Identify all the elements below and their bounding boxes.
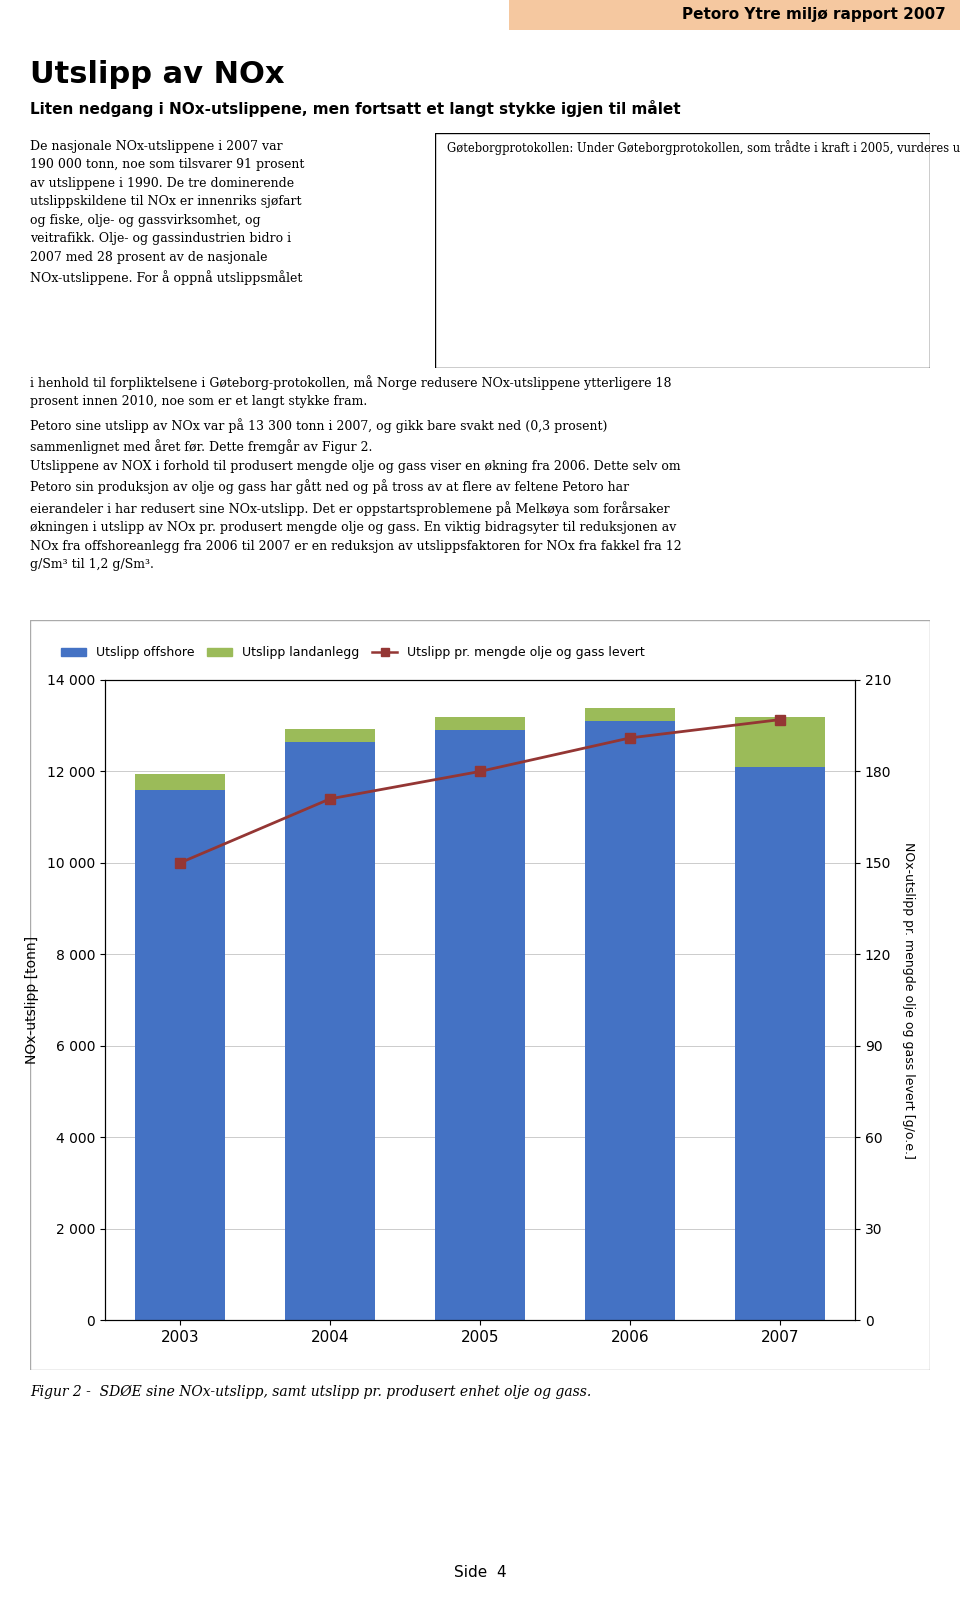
Bar (735, 717, 825, 766)
Text: i henhold til forpliktelsene i Gøteborg-protokollen, må Norge redusere NOx-utsli: i henhold til forpliktelsene i Gøteborg-… (30, 374, 671, 408)
Bar (585, 709, 675, 722)
Text: Figur 2 -  SDØE sine NOx-utslipp, samt utslipp pr. produsert enhet olje og gass.: Figur 2 - SDØE sine NOx-utslipp, samt ut… (30, 1386, 591, 1400)
Text: Liten nedgang i NOx-utslippene, men fortsatt et langt stykke igjen til målet: Liten nedgang i NOx-utslippene, men fort… (30, 99, 681, 117)
Bar (585, 722, 675, 1320)
Y-axis label: NOx-utslipp [tonn]: NOx-utslipp [tonn] (25, 936, 38, 1064)
Bar (135, 774, 225, 790)
Legend: Utslipp offshore, Utslipp landanlegg, Utslipp pr. mengde olje og gass levert: Utslipp offshore, Utslipp landanlegg, Ut… (57, 642, 650, 664)
Y-axis label: NOx-utslipp pr. mengde olje og gass levert [g/o.e.]: NOx-utslipp pr. mengde olje og gass leve… (902, 842, 915, 1158)
Text: De nasjonale NOx-utslippene i 2007 var
190 000 tonn, noe som tilsvarer 91 prosen: De nasjonale NOx-utslippene i 2007 var 1… (30, 139, 304, 285)
Bar (135, 790, 225, 1320)
Text: Utslippene av NOX i forhold til produsert mengde olje og gass viser en økning fr: Utslippene av NOX i forhold til produser… (30, 461, 682, 571)
Bar (435, 730, 525, 1320)
Text: Utslipp av NOx: Utslipp av NOx (30, 59, 284, 90)
Text: Petoro sine utslipp av NOx var på 13 300 tonn i 2007, og gikk bare svakt ned (0,: Petoro sine utslipp av NOx var på 13 300… (30, 418, 608, 454)
Bar (509, 0, 960, 30)
Bar (285, 730, 375, 742)
Text: Gøteborgprotokollen: Under Gøteborgprotokollen, som trådte i kraft i 2005, vurde: Gøteborgprotokollen: Under Gøteborgproto… (447, 141, 960, 155)
Bar (285, 742, 375, 1320)
Bar (435, 717, 525, 730)
Bar (735, 766, 825, 1320)
Text: Petoro Ytre miljø rapport 2007: Petoro Ytre miljø rapport 2007 (682, 8, 946, 22)
Text: Side  4: Side 4 (454, 1565, 506, 1581)
